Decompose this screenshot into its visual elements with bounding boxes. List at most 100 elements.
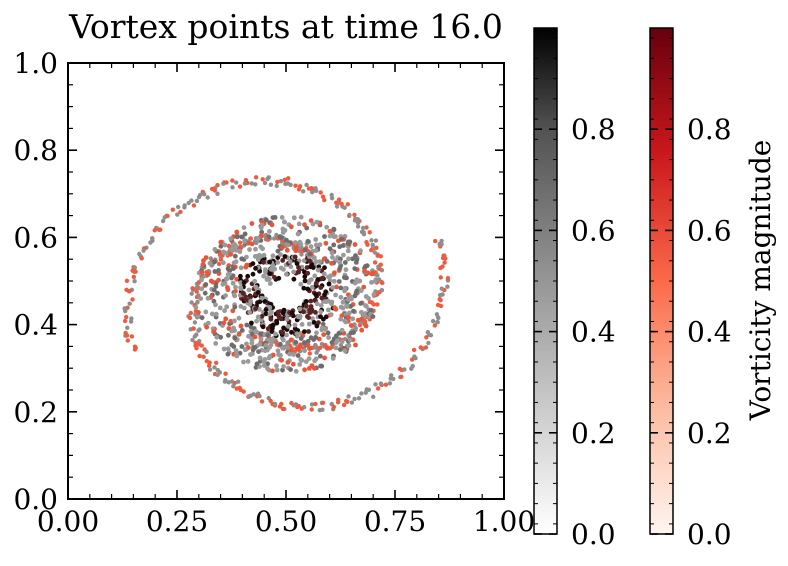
vortex-point — [350, 256, 355, 262]
vortex-point — [217, 305, 223, 311]
vortex-point — [270, 253, 276, 259]
vortex-point — [199, 286, 205, 292]
vortex-point — [261, 363, 267, 368]
vortex-point — [277, 341, 283, 347]
vortex-point — [331, 242, 337, 248]
vortex-point — [293, 245, 299, 251]
vortex-point — [257, 393, 262, 399]
vortex-point — [329, 196, 335, 201]
vortex-point — [347, 310, 352, 316]
vortex-point — [289, 310, 295, 316]
vortex-point — [309, 402, 315, 407]
vortex-point — [339, 327, 345, 333]
vortex-point — [445, 284, 450, 289]
vortex-point — [133, 345, 138, 351]
vortex-point — [311, 320, 317, 325]
vortex-point — [434, 312, 440, 317]
vortex-point — [263, 217, 269, 223]
colorbar-tick-label: 0.8 — [571, 113, 616, 146]
vortex-point — [308, 244, 314, 250]
vortex-point — [285, 345, 290, 351]
vortex-point — [347, 337, 353, 343]
vortex-point — [157, 227, 162, 232]
vortex-point — [232, 318, 237, 324]
vortex-point — [306, 329, 311, 334]
vortex-point — [291, 276, 297, 282]
vortex-point — [250, 271, 256, 277]
vortex-point — [125, 338, 130, 343]
vortex-point — [148, 240, 153, 245]
vortex-point — [418, 345, 423, 350]
vortex-point — [242, 239, 248, 244]
vortex-point — [307, 258, 313, 264]
vortex-point — [334, 338, 340, 344]
vortex-point — [191, 326, 196, 331]
vortex-point — [263, 343, 269, 348]
vortex-point — [375, 253, 380, 258]
vortex-point — [314, 323, 320, 329]
vortex-point — [373, 382, 378, 387]
vortex-point — [321, 332, 327, 337]
vortex-point — [176, 204, 181, 210]
vortex-point — [150, 236, 155, 241]
vortex-point — [282, 219, 287, 225]
vortex-point — [252, 334, 258, 340]
vortex-point — [192, 320, 198, 325]
vortex-point — [299, 322, 305, 327]
vortex-point — [278, 352, 283, 358]
vortex-point — [330, 254, 335, 260]
vortex-point — [223, 293, 229, 298]
vortex-point — [371, 394, 376, 399]
vortex-point — [203, 255, 209, 260]
vortex-point — [267, 281, 273, 286]
colorbar-tick-label: 0.0 — [687, 518, 732, 551]
vortex-point — [249, 337, 255, 343]
vortex-point — [323, 240, 329, 246]
vortex-point — [438, 303, 444, 309]
vortex-point — [261, 252, 267, 258]
vortex-point — [423, 345, 429, 350]
vortex-point — [250, 261, 256, 266]
vortex-point — [323, 299, 329, 305]
vortex-point — [296, 265, 301, 270]
vortex-point — [318, 285, 324, 290]
vortex-point — [276, 275, 282, 281]
vortex-point — [232, 253, 238, 259]
vortex-point — [252, 278, 258, 284]
vortex-point — [360, 225, 366, 231]
vortex-point — [253, 175, 259, 180]
vortex-point — [122, 318, 128, 324]
vortex-point — [205, 295, 211, 301]
vortex-point — [342, 285, 348, 291]
vortex-point — [261, 358, 267, 364]
vortex-point — [238, 323, 244, 329]
vortex-point — [333, 292, 338, 298]
vortex-point — [438, 275, 443, 280]
vortex-point — [364, 240, 369, 245]
vortex-point — [272, 236, 277, 241]
vortex-point — [274, 363, 279, 369]
vortex-point — [132, 279, 137, 284]
vortex-point — [287, 351, 293, 357]
vortex-point — [175, 212, 180, 217]
vortex-point — [334, 204, 340, 209]
vortex-point — [190, 337, 195, 343]
colorbar-greys-ticks: 0.0 0.2 0.4 0.6 0.8 — [534, 37, 616, 551]
vortex-point — [321, 316, 326, 322]
vortex-point — [358, 248, 363, 254]
vortex-point — [363, 294, 369, 299]
vortex-point — [304, 182, 309, 188]
vortex-point — [259, 317, 264, 323]
vortex-point — [410, 363, 415, 369]
vortex-point — [370, 244, 376, 249]
vortex-point — [305, 338, 311, 344]
vortex-point — [296, 187, 302, 192]
vortex-point — [359, 391, 364, 396]
vortex-point — [313, 292, 319, 298]
vortex-point — [255, 300, 260, 306]
vortex-point — [322, 234, 327, 239]
vortex-point — [305, 238, 311, 244]
vortex-point — [277, 404, 283, 409]
vortex-point — [361, 312, 367, 318]
